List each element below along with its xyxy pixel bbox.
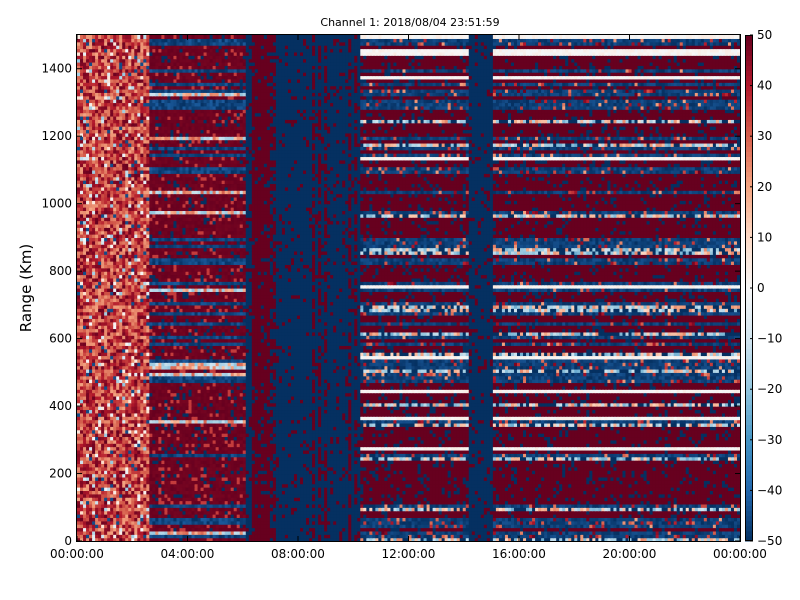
y-axis-label: Range (Km) — [17, 244, 35, 332]
heatmap-cells — [77, 35, 741, 542]
heatmap-figure: Channel 1: 2018/08/04 23:51:59 Range (Km… — [0, 0, 800, 600]
chart-title: Channel 1: 2018/08/04 23:51:59 — [320, 16, 499, 29]
